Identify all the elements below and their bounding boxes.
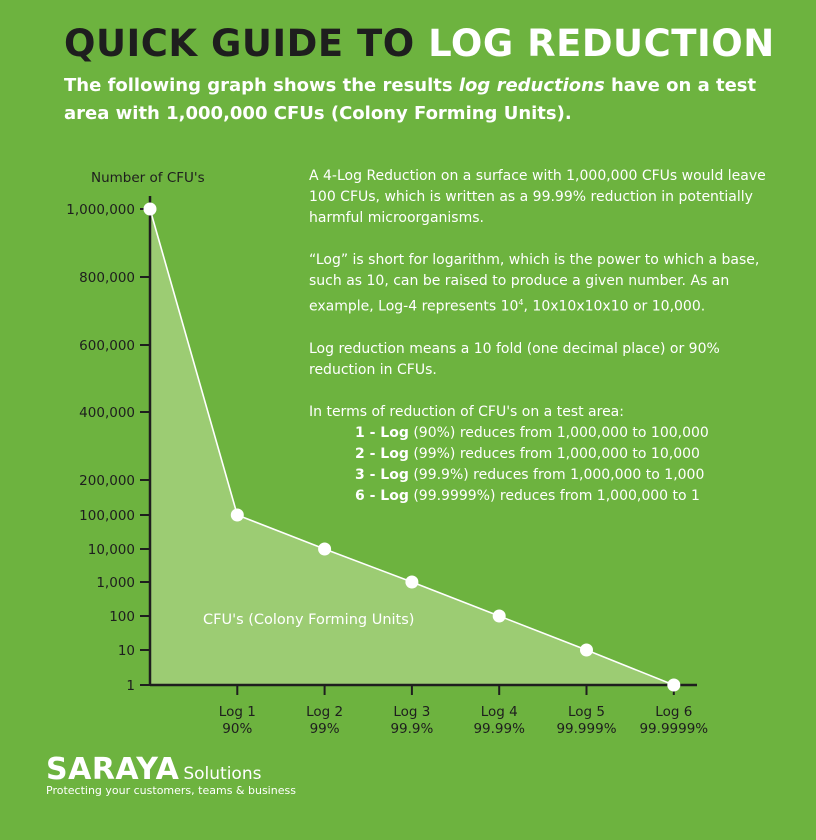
data-point (230, 508, 244, 522)
data-point (143, 202, 157, 216)
data-point (492, 609, 506, 623)
y-tick-label: 600,000 (79, 338, 135, 354)
area-fill (150, 209, 674, 685)
x-tick-label: Log 2 (306, 704, 343, 720)
subtitle-emphasis: log reductions (458, 75, 605, 96)
brand-suffix: Solutions (183, 764, 262, 784)
reduction-item: 3 - Log (99.9%) reduces from 1,000,000 t… (355, 465, 769, 486)
reduction-item-text: (99.9%) reduces from 1,000,000 to 1,000 (408, 466, 705, 483)
reduction-list: 1 - Log (90%) reduces from 1,000,000 to … (309, 423, 769, 507)
x-tick-label: Log 1 (219, 704, 256, 720)
reduction-item-bold: 2 - Log (355, 445, 409, 462)
x-tick-label: Log 4 (481, 704, 518, 720)
explanation-p3: Log reduction means a 10 fold (one decim… (309, 340, 720, 378)
reduction-item-bold: 6 - Log (355, 487, 409, 504)
title-part2: LOG REDUCTION (428, 22, 775, 65)
y-tick-label: 800,000 (79, 270, 135, 286)
subtitle-a: The following graph shows the results (64, 75, 459, 96)
y-tick-label: 10 (118, 643, 135, 659)
subtitle-b: have on a test area with 1,000,000 CFUs … (64, 75, 757, 124)
x-tick-sublabel: 99% (310, 721, 340, 737)
subtitle: The following graph shows the results lo… (64, 72, 784, 128)
page-title: QUICK GUIDE TO LOG REDUCTION (64, 22, 775, 65)
x-tick-sublabel: 90% (222, 721, 252, 737)
data-point (667, 678, 681, 692)
y-tick-label: 200,000 (79, 473, 135, 489)
area-label: CFU's (Colony Forming Units) (203, 612, 414, 628)
reduction-item: 2 - Log (99%) reduces from 1,000,000 to … (355, 444, 769, 465)
explanation-p2b: , 10x10x10x10 or 10,000. (523, 298, 706, 315)
y-tick-label: 400,000 (79, 405, 135, 421)
brand-logo: SARAYA Solutions (46, 752, 261, 787)
y-tick-label: 1,000,000 (66, 202, 135, 218)
y-axis-title: Number of CFU's (91, 170, 205, 186)
y-tick-label: 1 (126, 678, 135, 694)
data-point (318, 542, 332, 556)
x-tick-sublabel: 99.9999% (639, 721, 708, 737)
explanation-p2a: “Log” is short for logarithm, which is t… (309, 252, 760, 315)
reduction-item-bold: 1 - Log (355, 424, 409, 441)
reduction-item: 6 - Log (99.9999%) reduces from 1,000,00… (355, 486, 769, 507)
explanation-p2: “Log” is short for logarithm, which is t… (309, 250, 769, 318)
x-tick-sublabel: 99.999% (556, 721, 616, 737)
y-tick-label: 10,000 (88, 542, 135, 558)
title-part1: QUICK GUIDE TO (64, 22, 429, 65)
reduction-item: 1 - Log (90%) reduces from 1,000,000 to … (355, 423, 769, 444)
explanation-p4: In terms of reduction of CFU's on a test… (309, 403, 624, 420)
reduction-item-text: (90%) reduces from 1,000,000 to 100,000 (408, 424, 709, 441)
explanation-p2-sup: 4 (518, 298, 524, 307)
reduction-item-text: (99.9999%) reduces from 1,000,000 to 1 (408, 487, 700, 504)
y-tick-label: 100 (109, 609, 135, 625)
x-tick-sublabel: 99.99% (473, 721, 525, 737)
x-tick-label: Log 5 (568, 704, 605, 720)
y-tick-label: 100,000 (79, 508, 135, 524)
brand-tagline: Protecting your customers, teams & busin… (46, 784, 296, 797)
y-tick-label: 1,000 (96, 575, 135, 591)
explanation-panel: A 4-Log Reduction on a surface with 1,00… (309, 166, 769, 507)
reduction-item-text: (99%) reduces from 1,000,000 to 10,000 (408, 445, 700, 462)
x-tick-label: Log 3 (393, 704, 430, 720)
x-tick-sublabel: 99.9% (390, 721, 433, 737)
reduction-item-bold: 3 - Log (355, 466, 409, 483)
explanation-p1: A 4-Log Reduction on a surface with 1,00… (309, 168, 766, 226)
brand-name: SARAYA (46, 752, 180, 787)
data-point (580, 643, 593, 657)
x-tick-label: Log 6 (655, 704, 692, 720)
data-point (405, 575, 419, 589)
